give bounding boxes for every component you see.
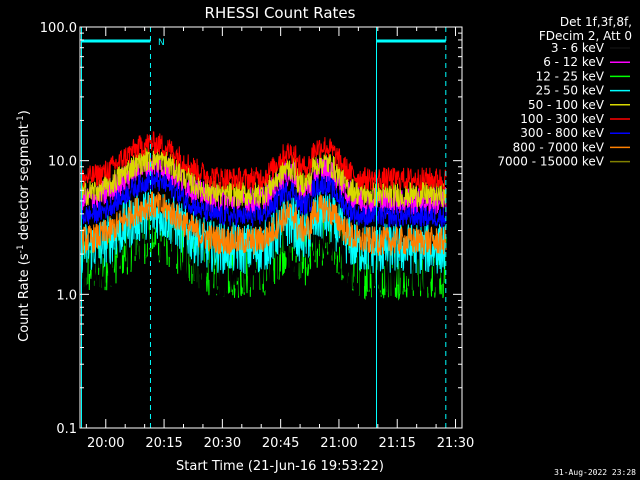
y-tick-label: 0.1 xyxy=(56,422,77,437)
legend-entry-label: 50 - 100 keV xyxy=(528,98,605,112)
legend-entry-label: 3 - 6 keV xyxy=(551,41,605,55)
x-tick-label: 21:15 xyxy=(378,436,415,451)
x-axis-label: Start Time (21-Jun-16 19:53:22) xyxy=(176,459,384,474)
plot-axes xyxy=(79,26,463,429)
y-ticks: 0.1 1.0 10.0 100.0 xyxy=(40,21,462,437)
series-line xyxy=(80,131,447,191)
data-traces xyxy=(80,131,447,301)
series-line xyxy=(80,171,447,228)
x-tick-label: 20:30 xyxy=(204,436,241,451)
legend-header-line: FDecim 2, Att 0 xyxy=(539,29,632,43)
vertical-markers xyxy=(80,27,447,428)
y-axis-label: Count Rate (s-1 detector segment-1) xyxy=(16,110,32,342)
series-line xyxy=(80,189,447,274)
legend-header-line: Det 1f,3f,8f, xyxy=(560,15,632,29)
plot-frame xyxy=(79,26,463,429)
legend-entry-label: 800 - 7000 keV xyxy=(513,140,605,154)
chart-title: RHESSI Count Rates xyxy=(205,4,356,22)
x-tick-label: 21:30 xyxy=(437,436,474,451)
x-tick-label: 20:45 xyxy=(262,436,299,451)
series-line xyxy=(80,191,447,256)
legend-entry-label: 6 - 12 keV xyxy=(543,55,605,69)
legend-entry-label: 25 - 50 keV xyxy=(536,84,605,98)
legend-entry-label: 100 - 300 keV xyxy=(520,112,604,126)
y-tick-label: 100.0 xyxy=(40,21,77,36)
night-marker-label: N xyxy=(158,38,165,48)
series-line xyxy=(80,147,447,208)
x-tick-label: 20:15 xyxy=(145,436,182,451)
x-tick-label: 20:00 xyxy=(87,436,124,451)
x-tick-label: 21:00 xyxy=(320,436,357,451)
legend-entry-label: 300 - 800 keV xyxy=(520,126,604,140)
legend-entry-label: 12 - 25 keV xyxy=(536,69,605,83)
y-tick-label: 1.0 xyxy=(56,288,77,303)
legend-entry-label: 7000 - 15000 keV xyxy=(497,155,604,169)
y-tick-label: 10.0 xyxy=(48,155,77,170)
x-ticks: 20:00 20:15 20:30 20:45 21:00 21:15 21:30 xyxy=(85,27,474,451)
footer-date: 31-Aug-2022 23:28 xyxy=(554,468,636,477)
